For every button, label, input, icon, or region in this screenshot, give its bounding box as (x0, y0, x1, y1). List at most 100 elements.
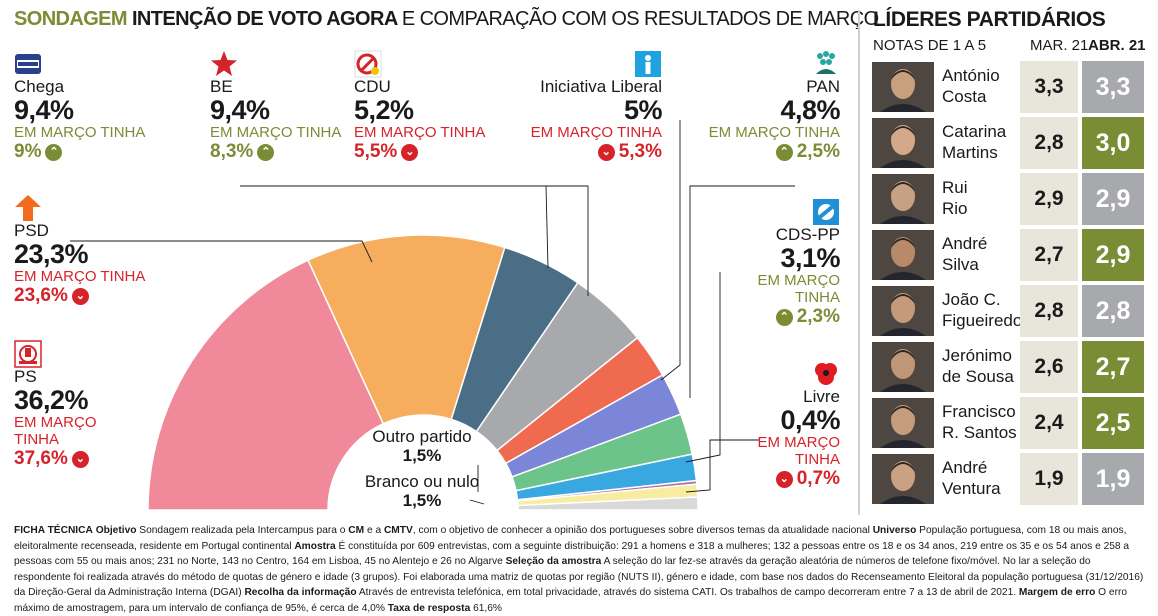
pan-logo-icon (816, 51, 836, 74)
party-pct: 23,3% (14, 239, 89, 269)
party-name: CDU (354, 77, 391, 96)
slice-psd (307, 234, 506, 425)
slice-ps (147, 259, 385, 511)
leader-line-iniciativa-liberal (660, 120, 681, 381)
party-name: CDS-PP (775, 225, 840, 244)
title-intencao: INTENÇÃO DE VOTO AGORA (131, 8, 398, 30)
party-name: Chega (14, 77, 65, 96)
party-pct: 3,1% (780, 243, 840, 273)
score-march: 3,3 (1020, 61, 1078, 113)
arrow-up-icon: ⌃ (775, 308, 793, 326)
outro-name: Outro partido (372, 427, 472, 446)
leader-name-line1: Rui (942, 178, 968, 197)
party-ps: PS 36,2% EM MARÇO TINHA 37,6% ⌄ (14, 340, 97, 470)
score-march: 2,8 (1020, 285, 1078, 337)
recolha-heading: Recolha da informação (244, 587, 357, 598)
leader-name-line1: Jerónimo (942, 346, 1012, 365)
leader-row: Francisco R. Santos 2,4 2,5 (872, 396, 1146, 449)
leader-name: André Silva (942, 233, 987, 275)
person-portrait-icon (872, 454, 934, 504)
leader-row: André Ventura 1,9 1,9 (872, 452, 1146, 505)
march-value: ⌃ 2,3% (720, 306, 840, 328)
page-title: SONDAGEM INTENÇÃO DE VOTO AGORA E COMPAR… (14, 8, 879, 31)
leader-photo (872, 174, 934, 224)
leader-line-livre (685, 439, 760, 493)
arrow-down-icon: ⌄ (401, 143, 419, 161)
ps-fist-icon (14, 340, 42, 368)
march-label: EM MARÇO TINHA (530, 124, 662, 141)
leader-name-line2: Costa (942, 87, 987, 106)
march-label-line2: TINHA (795, 289, 840, 306)
march-value-text: 2,5% (796, 141, 840, 162)
leader-row: Jerónimo de Sousa 2,6 2,7 (872, 340, 1146, 393)
leader-photo (872, 454, 934, 504)
selecao-heading: Seleção da amostra (505, 556, 602, 567)
march-value: 5,5% ⌄ (354, 141, 485, 163)
march-label: EM MARÇO TINHA (14, 124, 146, 141)
march-label: EM MARÇO TINHA (210, 124, 342, 141)
march-value: 37,6% ⌄ (14, 448, 97, 470)
leaders-subtitle: NOTAS DE 1 A 5 (873, 37, 987, 54)
march-value: 23,6% ⌄ (14, 285, 145, 307)
leader-name-line2: Silva (942, 255, 979, 274)
person-portrait-icon (872, 286, 934, 336)
party-be: BE 9,4% EM MARÇO TINHA 8,3% ⌃ (210, 50, 341, 163)
leader-name-line2: Rio (942, 199, 968, 218)
chart-leader-lines (70, 120, 795, 505)
score-april: 2,8 (1082, 285, 1144, 337)
march-value-text: 5,3% (618, 141, 662, 162)
leader-name-line1: André (942, 458, 988, 477)
leader-line-psd (70, 240, 373, 263)
branco-pct: 1,5% (402, 491, 442, 510)
person-portrait-icon (872, 174, 934, 224)
leader-name-line1: António (942, 66, 1000, 85)
score-march: 2,6 (1020, 341, 1078, 393)
march-label-line1: EM MARÇO (757, 272, 841, 289)
label-outro-partido: Outro partido 1,5% (364, 427, 480, 465)
leader-name-line1: Francisco (942, 402, 1016, 421)
leader-name: Rui Rio (942, 177, 968, 219)
psd-arrow-icon (15, 195, 41, 221)
arrow-up-icon: ⌃ (775, 143, 793, 161)
amostra-text: É constituída por 609 entrevistas, com a… (14, 540, 1130, 568)
leader-line-cdu (388, 185, 589, 296)
party-name: PSD (14, 221, 49, 240)
march-label-line2: TINHA (795, 451, 840, 468)
score-april: 3,3 (1082, 61, 1144, 113)
party-pct: 5% (623, 95, 663, 125)
score-march: 2,7 (1020, 229, 1078, 281)
be-star-icon (211, 51, 237, 76)
arrow-down-icon: ⌄ (775, 470, 793, 488)
leader-row: António Costa 3,3 3,3 (872, 60, 1146, 113)
leader-photo (872, 342, 934, 392)
march-value: 9% ⌃ (14, 141, 145, 163)
leader-name-line2: Figueiredo (942, 311, 1023, 330)
column-header-mar: MAR. 21 (1030, 37, 1089, 54)
leader-photo (872, 230, 934, 280)
march-label: EM MARÇO TINHA (14, 268, 146, 285)
leader-row: André Silva 2,7 2,9 (872, 228, 1146, 281)
score-march: 1,9 (1020, 453, 1078, 505)
score-march: 2,8 (1020, 117, 1078, 169)
march-value-text: 0,7% (796, 468, 840, 489)
cds-logo-icon (813, 199, 839, 225)
march-value-text: 9% (14, 141, 42, 162)
person-portrait-icon (872, 342, 934, 392)
score-april: 2,9 (1082, 229, 1144, 281)
arrow-up-icon: ⌃ (257, 143, 275, 161)
e-a-text: e a (364, 525, 384, 536)
arrow-down-icon: ⌄ (71, 450, 89, 468)
taxa-text: 61,6% (470, 602, 502, 614)
march-value: 8,3% ⌃ (210, 141, 341, 163)
leader-name-line1: André (942, 234, 988, 253)
march-value-text: 37,6% (14, 448, 68, 469)
party-name: Livre (803, 387, 840, 406)
leader-name-line2: Ventura (942, 479, 1001, 498)
score-april: 2,9 (1082, 173, 1144, 225)
leader-line-pan (689, 185, 795, 398)
column-header-abr: ABR. 21 (1088, 37, 1146, 54)
score-april: 3,0 (1082, 117, 1144, 169)
party-pct: 36,2% (14, 385, 89, 415)
march-label-line1: EM MARÇO (757, 434, 841, 451)
score-april: 2,5 (1082, 397, 1144, 449)
